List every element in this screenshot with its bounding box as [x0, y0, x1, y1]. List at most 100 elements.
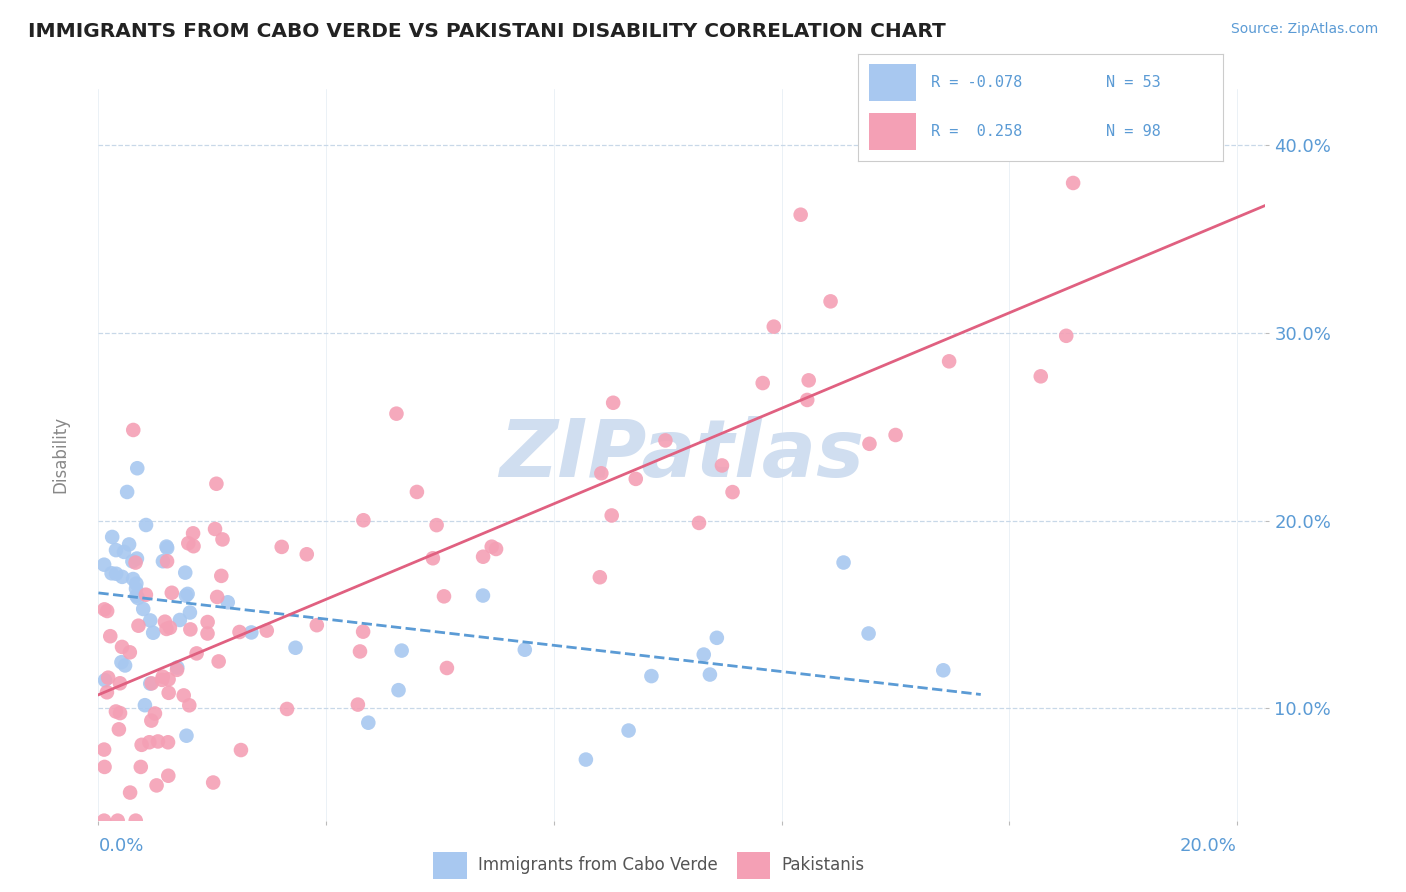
Text: IMMIGRANTS FROM CABO VERDE VS PAKISTANI DISABILITY CORRELATION CHART: IMMIGRANTS FROM CABO VERDE VS PAKISTANI …: [28, 22, 946, 41]
Point: [472, 549, 495, 564]
Point: [134, 698, 156, 713]
Point: [181, 526, 204, 541]
Point: [112, 545, 135, 559]
Point: [347, 698, 370, 712]
Text: N = 53: N = 53: [1107, 75, 1161, 90]
Text: Disability: Disability: [51, 417, 69, 493]
Point: [93, 602, 115, 616]
Text: ZIPatlas: ZIPatlas: [499, 416, 865, 494]
Point: [387, 683, 409, 698]
Point: [179, 606, 201, 620]
Point: [481, 540, 503, 554]
Point: [391, 643, 413, 657]
Point: [688, 516, 710, 530]
Point: [202, 775, 225, 789]
Point: [111, 640, 134, 654]
Text: R = -0.078: R = -0.078: [931, 75, 1022, 90]
Point: [121, 554, 143, 568]
Point: [832, 556, 855, 570]
Point: [654, 434, 676, 448]
Point: [721, 485, 744, 500]
Point: [105, 543, 128, 558]
Point: [186, 647, 208, 661]
Point: [617, 723, 640, 738]
Point: [169, 613, 191, 627]
FancyBboxPatch shape: [433, 852, 467, 879]
Point: [125, 576, 148, 591]
Point: [122, 423, 145, 437]
Point: [94, 673, 117, 688]
Point: [884, 428, 907, 442]
Point: [600, 508, 623, 523]
Point: [1062, 176, 1084, 190]
Point: [179, 698, 201, 713]
Point: [152, 670, 174, 684]
Point: [174, 589, 197, 603]
Point: [211, 533, 233, 547]
Point: [93, 760, 115, 774]
Point: [150, 673, 173, 687]
Point: [166, 660, 188, 674]
Point: [108, 676, 131, 690]
Point: [602, 396, 624, 410]
Text: 0.0%: 0.0%: [98, 838, 143, 855]
Point: [305, 618, 328, 632]
Point: [155, 622, 177, 636]
Point: [127, 618, 149, 632]
Text: 20.0%: 20.0%: [1180, 838, 1237, 855]
Point: [176, 729, 198, 743]
Point: [157, 735, 180, 749]
Point: [146, 734, 169, 748]
Point: [433, 590, 456, 604]
Point: [591, 467, 613, 481]
Point: [938, 354, 960, 368]
Point: [789, 208, 811, 222]
Point: [155, 540, 177, 554]
Point: [217, 595, 239, 609]
Point: [114, 658, 136, 673]
Point: [209, 569, 232, 583]
Point: [160, 586, 183, 600]
Point: [131, 738, 153, 752]
Point: [143, 706, 166, 721]
Point: [797, 373, 820, 387]
Point: [1054, 328, 1077, 343]
Point: [125, 551, 148, 566]
Point: [138, 735, 160, 749]
Point: [426, 518, 449, 533]
Point: [357, 715, 380, 730]
Point: [751, 376, 773, 390]
Point: [118, 537, 141, 551]
Point: [640, 669, 662, 683]
Point: [152, 554, 174, 568]
Point: [183, 539, 205, 553]
FancyBboxPatch shape: [737, 852, 770, 879]
Point: [197, 615, 219, 629]
Point: [96, 604, 118, 618]
Text: Immigrants from Cabo Verde: Immigrants from Cabo Verde: [478, 856, 718, 874]
Point: [422, 551, 444, 566]
Point: [352, 624, 374, 639]
Point: [124, 556, 146, 570]
Point: [111, 570, 134, 584]
Point: [156, 541, 179, 555]
Point: [406, 485, 429, 500]
Point: [796, 392, 818, 407]
Point: [156, 554, 179, 568]
Point: [513, 642, 536, 657]
Point: [118, 645, 141, 659]
Point: [858, 437, 880, 451]
Point: [932, 663, 955, 677]
Point: [127, 591, 149, 605]
Point: [110, 655, 132, 669]
Point: [98, 629, 121, 643]
Point: [1029, 369, 1052, 384]
Point: [129, 760, 152, 774]
Point: [104, 705, 127, 719]
Point: [141, 676, 163, 690]
Point: [159, 621, 181, 635]
Point: [276, 702, 298, 716]
Point: [176, 587, 198, 601]
Point: [101, 530, 124, 544]
Point: [385, 407, 408, 421]
